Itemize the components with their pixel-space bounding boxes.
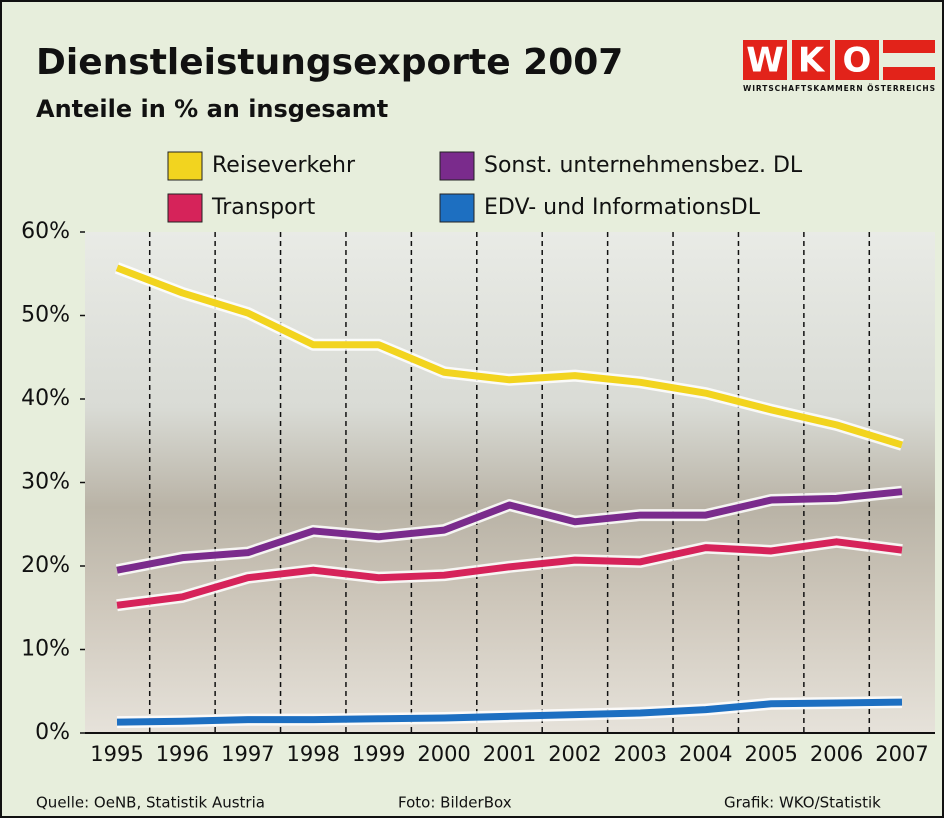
chart-subtitle: Anteile in % an insgesamt [36,95,388,123]
y-tick-label: 60% [21,219,70,244]
x-tick-label: 2002 [548,742,601,766]
x-tick-label: 1998 [287,742,340,766]
logo-text: WIRTSCHAFTSKAMMERN ÖSTERREICHS [743,84,935,93]
x-tick-label: 2007 [875,742,928,766]
logo-flag [883,67,935,80]
logo-letter: W [746,41,784,81]
x-tick-label: 2006 [810,742,863,766]
x-tick-label: 2004 [679,742,732,766]
y-tick-label: 40% [21,386,70,411]
x-tick-label: 2000 [417,742,470,766]
legend-swatch [440,152,474,180]
legend-label: Reiseverkehr [212,153,356,178]
page: {"chart_data": {"type": "line", "title":… [0,0,944,818]
chart-title: Dienstleistungsexporte 2007 [36,42,623,83]
logo-letter: K [798,41,826,81]
logo-flag [883,40,935,53]
legend-swatch [168,194,202,222]
x-tick-label: 2003 [614,742,667,766]
x-tick-label: 2001 [483,742,536,766]
photo-credit: Foto: BilderBox [398,794,512,812]
x-tick-label: 1997 [221,742,274,766]
x-tick-label: 2005 [744,742,797,766]
legend-label: Transport [211,195,316,220]
y-tick-label: 10% [21,637,70,662]
x-tick-label: 1995 [90,742,143,766]
y-tick-label: 20% [21,553,70,578]
x-tick-label: 1999 [352,742,405,766]
y-tick-label: 50% [21,303,70,328]
chart: Dienstleistungsexporte 2007 Anteile in %… [0,0,944,818]
source: Quelle: OeNB, Statistik Austria [36,794,265,812]
legend-swatch [440,194,474,222]
legend-swatch [168,152,202,180]
logo-letter: O [843,41,872,81]
y-tick-label: 0% [35,720,70,745]
x-tick-label: 1996 [156,742,209,766]
y-tick-label: 30% [21,470,70,495]
legend-label: Sonst. unternehmensbez. DL [484,153,803,178]
graphic-credit: Grafik: WKO/Statistik [724,794,881,812]
legend-label: EDV- und InformationsDL [484,195,761,220]
